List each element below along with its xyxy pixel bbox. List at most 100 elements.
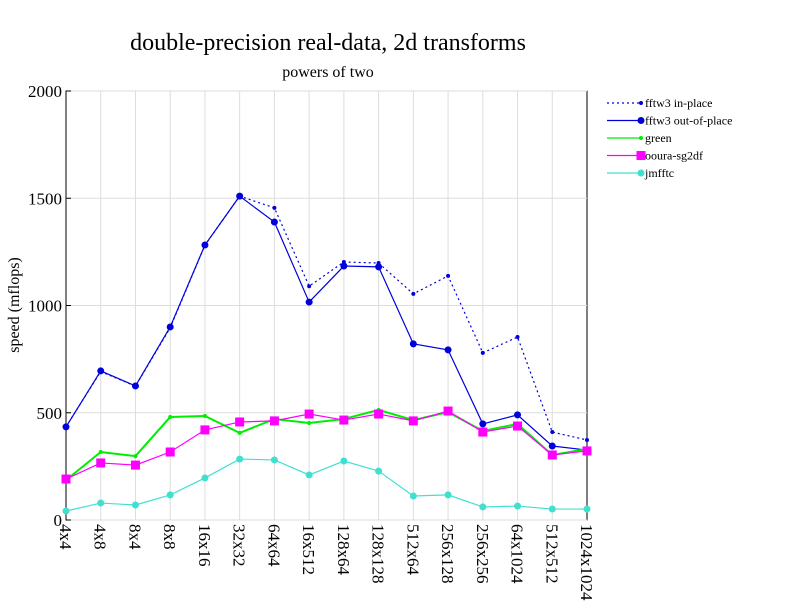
point	[131, 382, 139, 390]
series-line	[65, 195, 588, 451]
point	[131, 501, 139, 509]
series-line	[65, 458, 587, 512]
point	[339, 415, 349, 425]
point	[237, 430, 242, 435]
legend-marker	[636, 151, 646, 160]
point	[443, 406, 453, 416]
x-tick-label: 64x64	[264, 524, 283, 567]
y-tick-label: 0	[54, 511, 63, 530]
point	[307, 284, 312, 289]
point	[130, 460, 140, 470]
point	[236, 455, 244, 463]
point	[374, 409, 384, 419]
point	[480, 350, 485, 355]
x-tick-label: 1024x1024	[577, 524, 596, 601]
point	[514, 411, 522, 419]
x-tick-label: 32x32	[230, 524, 249, 567]
point	[550, 430, 555, 435]
point	[269, 416, 279, 426]
point	[375, 263, 383, 271]
x-tick-label: 16x16	[195, 524, 214, 567]
point	[307, 421, 312, 426]
series-line	[65, 195, 588, 441]
point	[235, 417, 245, 427]
legend-label: jmfftc	[644, 166, 674, 180]
point	[62, 423, 70, 431]
x-tick-label: 128x64	[334, 524, 353, 576]
point	[201, 241, 209, 249]
point	[548, 442, 556, 450]
point	[446, 273, 451, 278]
point	[411, 291, 416, 296]
legend-marker	[637, 117, 645, 124]
series-line	[65, 410, 588, 480]
point	[478, 427, 488, 437]
point	[340, 457, 348, 465]
x-tick-label: 4x4	[56, 524, 75, 550]
x-tick-label: 4x8	[91, 524, 110, 550]
legend-label: fftw3 out-of-place	[645, 114, 732, 128]
point	[514, 502, 522, 510]
point	[548, 505, 556, 513]
point	[133, 454, 138, 459]
x-tick-label: 16x512	[299, 524, 318, 575]
point	[305, 471, 313, 479]
x-tick-label: 256x128	[438, 524, 457, 584]
point	[375, 467, 383, 475]
chart-title: double-precision real-data, 2d transform…	[130, 30, 526, 56]
point	[165, 447, 175, 457]
point	[444, 346, 452, 354]
point	[201, 474, 209, 482]
point	[585, 437, 589, 442]
point	[515, 335, 520, 340]
legend-marker	[639, 136, 643, 140]
y-tick-label: 2000	[28, 82, 62, 101]
x-tick-label: 128x128	[369, 524, 388, 584]
point	[96, 458, 106, 468]
point	[304, 409, 314, 419]
legend-label: ooura-sg2df	[645, 149, 703, 163]
point	[444, 491, 452, 499]
point	[61, 474, 71, 484]
point	[409, 340, 417, 348]
x-tick-label: 512x64	[403, 524, 422, 576]
point	[168, 415, 173, 420]
y-tick-label: 500	[37, 404, 63, 423]
point	[408, 416, 418, 426]
x-tick-label: 512x512	[542, 524, 561, 584]
point	[166, 491, 174, 499]
point	[513, 421, 523, 431]
point	[409, 492, 417, 500]
y-axis-label: speed (mflops)	[6, 257, 23, 353]
point	[236, 192, 244, 200]
point	[62, 507, 70, 515]
y-tick-label: 1000	[28, 297, 62, 316]
point	[479, 420, 487, 428]
legend-label: green	[645, 131, 672, 145]
point	[97, 367, 105, 375]
series-line	[65, 408, 588, 481]
point	[98, 450, 103, 455]
point	[583, 505, 591, 513]
point	[547, 450, 557, 460]
point	[305, 298, 313, 306]
point	[202, 413, 207, 418]
point	[340, 262, 348, 270]
point	[582, 446, 592, 456]
point	[166, 323, 174, 331]
point	[272, 205, 277, 210]
point	[270, 456, 278, 464]
y-tick-label: 1500	[28, 189, 62, 208]
point	[270, 218, 278, 226]
chart-subtitle: powers of two	[282, 64, 374, 81]
x-tick-label: 64x1024	[508, 524, 527, 584]
legend-label: fftw3 in-place	[645, 96, 712, 110]
x-tick-label: 8x8	[160, 524, 179, 550]
x-tick-label: 256x256	[473, 524, 492, 584]
point	[200, 425, 210, 435]
point	[97, 499, 105, 507]
legend-marker	[639, 101, 643, 105]
x-tick-label: 8x4	[125, 524, 144, 550]
point	[479, 503, 487, 511]
